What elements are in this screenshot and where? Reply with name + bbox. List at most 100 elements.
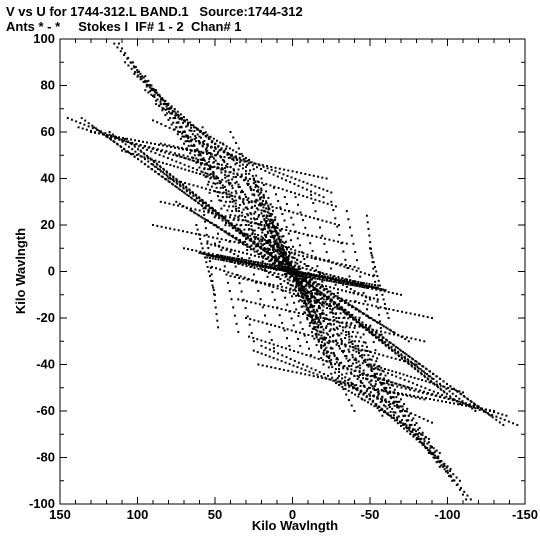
uv-point [314, 198, 317, 201]
uv-point [208, 160, 211, 163]
uv-point [458, 397, 461, 400]
uv-point [202, 143, 205, 146]
uv-point [324, 338, 326, 341]
uv-point [402, 423, 405, 426]
uv-point [323, 343, 326, 346]
uv-point [332, 352, 335, 355]
uv-point [175, 121, 178, 124]
uv-point [241, 234, 244, 237]
uv-point [227, 181, 230, 184]
uv-point [119, 50, 122, 53]
uv-point [232, 159, 235, 162]
uv-point [312, 314, 315, 317]
uv-point [372, 285, 375, 288]
uv-point [272, 256, 274, 259]
uv-point [316, 316, 319, 319]
uv-point [308, 313, 311, 316]
uv-point [282, 266, 285, 269]
uv-point [203, 217, 206, 220]
uv-point [309, 303, 312, 306]
uv-point [310, 183, 313, 186]
uv-point [376, 365, 379, 368]
uv-point [345, 210, 348, 213]
uv-point [386, 312, 389, 315]
uv-point [200, 136, 202, 139]
uv-point [378, 392, 381, 395]
uv-point [199, 250, 202, 253]
uv-point [316, 310, 319, 313]
uv-point [369, 375, 372, 378]
uv-point [329, 336, 331, 339]
uv-point [278, 246, 281, 249]
uv-point [439, 396, 441, 398]
uv-point [301, 281, 304, 284]
uv-point [380, 288, 382, 291]
uv-point [350, 322, 353, 325]
uv-point [288, 251, 291, 254]
uv-point [260, 168, 263, 170]
uv-point [275, 231, 278, 234]
uv-point [257, 180, 260, 183]
uv-point [239, 191, 242, 194]
uv-point [254, 210, 257, 213]
uv-point [110, 138, 112, 141]
uv-point [278, 261, 281, 264]
uv-point [451, 399, 454, 402]
uv-point [235, 158, 238, 161]
uv-point [362, 312, 365, 315]
uv-point [293, 288, 296, 291]
uv-point [234, 202, 237, 205]
uv-point [252, 340, 255, 343]
uv-point [249, 185, 252, 188]
uv-point [276, 267, 279, 270]
uv-point [350, 404, 353, 407]
uv-point [213, 149, 216, 152]
uv-point [351, 284, 354, 287]
uv-point [328, 238, 331, 241]
uv-point [112, 135, 115, 138]
uv-point [291, 265, 294, 268]
uv-point [296, 277, 299, 280]
uv-point [273, 298, 276, 301]
uv-point [179, 113, 182, 116]
uv-point [282, 235, 285, 238]
uv-point [270, 236, 273, 239]
uv-point [267, 225, 270, 228]
uv-point [348, 326, 351, 329]
uv-point [205, 135, 208, 138]
uv-point [299, 277, 302, 280]
uv-point [409, 424, 412, 427]
uv-point [216, 162, 219, 165]
uv-point [309, 355, 312, 358]
uv-point [276, 224, 279, 227]
uv-point [154, 170, 156, 173]
uv-point [239, 260, 241, 263]
uv-point [358, 352, 360, 355]
uv-point [255, 207, 258, 210]
uv-point [301, 266, 304, 269]
uv-point [361, 285, 364, 288]
uv-point [266, 230, 269, 233]
uv-point [250, 225, 253, 227]
uv-point [339, 382, 342, 385]
uv-point [344, 326, 347, 329]
uv-point [216, 213, 218, 216]
uv-point [294, 271, 297, 274]
uv-point [319, 313, 322, 315]
uv-point [304, 305, 307, 308]
uv-point [406, 358, 409, 361]
uv-point [312, 287, 315, 290]
uv-point [402, 422, 405, 425]
uv-point [469, 405, 471, 408]
uv-point [301, 300, 304, 303]
uv-point [362, 359, 365, 362]
chart-subtitle: Ants * - * Stokes I IF# 1 - 2 Chan# 1 [6, 19, 242, 34]
uv-point [311, 249, 314, 252]
uv-point [341, 377, 344, 380]
uv-point [376, 357, 379, 360]
uv-point [383, 290, 386, 293]
uv-point [321, 219, 324, 222]
uv-point [431, 446, 433, 448]
uv-point [297, 314, 300, 317]
uv-point [312, 327, 315, 330]
